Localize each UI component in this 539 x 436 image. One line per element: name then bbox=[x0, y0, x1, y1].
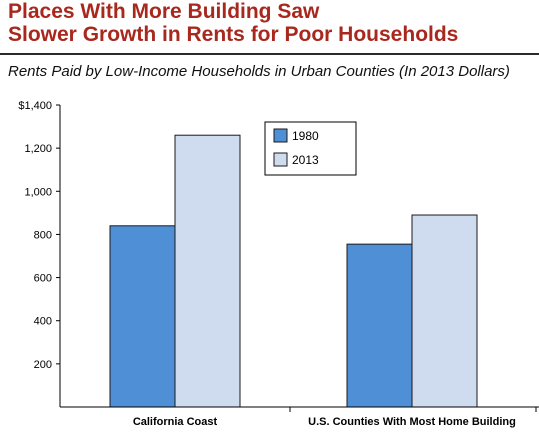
y-tick-label: 400 bbox=[34, 316, 52, 328]
y-tick-label: 600 bbox=[34, 273, 52, 285]
y-tick-label: 800 bbox=[34, 229, 52, 241]
x-category-label: California Coast bbox=[133, 416, 218, 428]
legend-swatch-1980 bbox=[273, 128, 288, 143]
bar-2013-0 bbox=[174, 134, 241, 408]
title-divider bbox=[0, 53, 539, 55]
legend-label-1980: 1980 bbox=[292, 129, 319, 143]
bar-1980-1 bbox=[346, 243, 413, 408]
chart-title: Places With More Building Saw Slower Gro… bbox=[8, 0, 459, 46]
chart-subtitle: Rents Paid by Low-Income Households in U… bbox=[8, 63, 510, 80]
legend-label-2013: 2013 bbox=[292, 153, 319, 167]
bar-2013-1 bbox=[411, 214, 478, 408]
y-tick-label: 1,200 bbox=[24, 143, 52, 155]
legend-swatch-2013 bbox=[273, 152, 288, 167]
y-tick-label: 1,000 bbox=[24, 186, 52, 198]
y-tick-label: $1,400 bbox=[18, 100, 52, 112]
bar-1980-0 bbox=[109, 225, 176, 408]
x-category-label: U.S. Counties With Most Home Building bbox=[308, 416, 516, 428]
y-tick-label: 200 bbox=[34, 359, 52, 371]
